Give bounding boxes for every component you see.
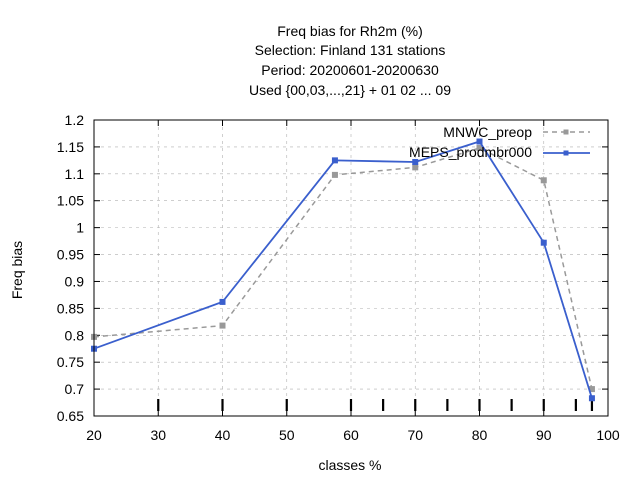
data-point-mnwc	[540, 177, 547, 184]
y-tick-label: 0.95	[57, 247, 84, 263]
data-point-meps	[412, 158, 419, 165]
y-tick-label: 0.65	[57, 408, 84, 424]
x-tick-label: 20	[86, 427, 102, 443]
x-axis-label: classes %	[318, 457, 381, 473]
y-tick-label: 0.85	[57, 300, 84, 316]
series-line-meps	[93, 140, 593, 399]
title-line-1: Freq bias for Rh2m (%)	[277, 23, 422, 39]
data-point-mnwc	[219, 322, 226, 329]
data-point-mnwc	[331, 171, 338, 178]
x-tick-label: 50	[279, 427, 295, 443]
x-tick-label: 70	[407, 427, 423, 443]
y-tick-label: 0.9	[65, 273, 85, 289]
x-tick-label: 100	[596, 427, 620, 443]
x-tick-label: 30	[150, 427, 166, 443]
data-point-meps	[540, 239, 547, 246]
data-point-meps	[588, 395, 595, 402]
series-line-mnwc	[93, 147, 593, 390]
data-point-meps	[331, 157, 338, 164]
data-point-meps	[219, 298, 226, 305]
axis-ticks: 0.65 0.7 0.75 0.8 0.85 0.9 0.95 1 1.05 1.1 1.15 1.2…	[57, 112, 620, 443]
title-line-3: Period: 20200601-20200630	[261, 62, 439, 78]
y-tick-label: 0.7	[65, 381, 85, 397]
data-point-mnwc	[476, 144, 483, 151]
legend-marker-mnwc	[563, 129, 569, 135]
y-tick-label: 0.8	[65, 327, 85, 343]
x-tick-label: 40	[215, 427, 231, 443]
grid	[94, 120, 608, 416]
y-tick-label: 1.1	[65, 166, 85, 182]
y-tick-label: 1	[76, 220, 84, 236]
plot-frame	[93, 119, 609, 417]
data-point-mnwc	[412, 164, 419, 171]
legend-label-meps: MEPS_prodmbr000	[409, 144, 532, 160]
bottom-markers	[157, 399, 594, 411]
y-tick-label: 0.75	[57, 354, 84, 370]
legend-marker-meps	[563, 150, 569, 156]
x-tick-label: 60	[343, 427, 359, 443]
legend: MNWC_preop MEPS_prodmbr000	[409, 124, 590, 160]
data-point-mnwc	[588, 386, 595, 393]
data-point-meps	[476, 138, 483, 145]
y-tick-label: 1.2	[65, 112, 85, 128]
y-tick-label: 1.15	[57, 139, 84, 155]
x-tick-label: 80	[472, 427, 488, 443]
title-line-4: Used {00,03,...,21} + 01 02 ... 09	[249, 82, 451, 98]
title-line-2: Selection: Finland 131 stations	[255, 42, 446, 58]
y-axis-label: Freq bias	[9, 241, 25, 299]
chart-title: Freq bias for Rh2m (%) Selection: Finlan…	[249, 23, 451, 98]
legend-label-mnwc: MNWC_preop	[443, 124, 532, 140]
series-layer	[91, 138, 595, 402]
y-tick-label: 1.05	[57, 193, 84, 209]
x-tick-label: 90	[536, 427, 552, 443]
